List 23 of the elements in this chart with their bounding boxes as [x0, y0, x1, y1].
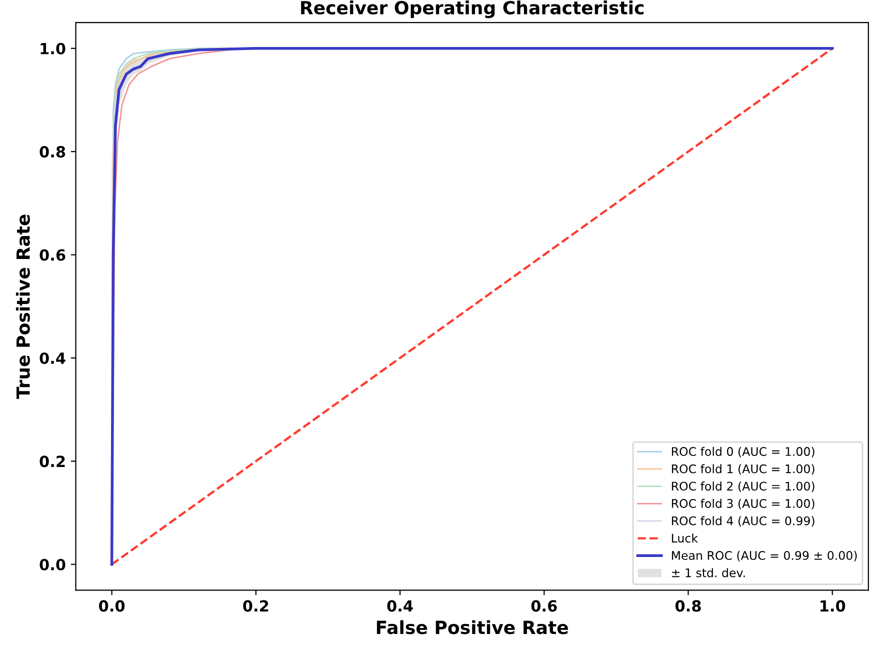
legend-label: ROC fold 1 (AUC = 1.00) — [672, 464, 814, 475]
x-axis-title: False Positive Rate — [376, 620, 568, 634]
legend-label: Mean ROC (AUC = 0.99 ± 0.00) — [672, 550, 857, 562]
legend-label: Luck — [672, 533, 698, 543]
x-tick-label: 0.4 — [387, 600, 413, 612]
y-tick-label: 0.6 — [40, 249, 66, 261]
x-tick-label: 0.0 — [99, 600, 125, 612]
x-tick-label: 0.6 — [531, 600, 557, 612]
y-tick-label: 0.4 — [40, 352, 66, 364]
legend-label: ROC fold 2 (AUC = 1.00) — [672, 481, 814, 492]
y-tick-label: 0.0 — [40, 558, 66, 570]
chart-title: Receiver Operating Characteristic — [301, 0, 644, 18]
y-tick-label: 1.0 — [40, 42, 66, 54]
legend-label: ROC fold 3 (AUC = 1.00) — [672, 498, 814, 510]
legend-label: ROC fold 4 (AUC = 0.99) — [672, 516, 814, 527]
y-tick-label: 0.8 — [40, 146, 66, 158]
legend-label: ± 1 std. dev. — [672, 568, 745, 578]
legend-label: ROC fold 0 (AUC = 1.00) — [672, 446, 814, 458]
x-tick-label: 0.2 — [243, 600, 268, 612]
y-tick-label: 0.2 — [40, 456, 65, 468]
x-tick-label: 0.8 — [675, 600, 701, 612]
y-axis-title: True Positive Rate — [16, 214, 30, 399]
x-tick-label: 1.0 — [820, 600, 846, 612]
